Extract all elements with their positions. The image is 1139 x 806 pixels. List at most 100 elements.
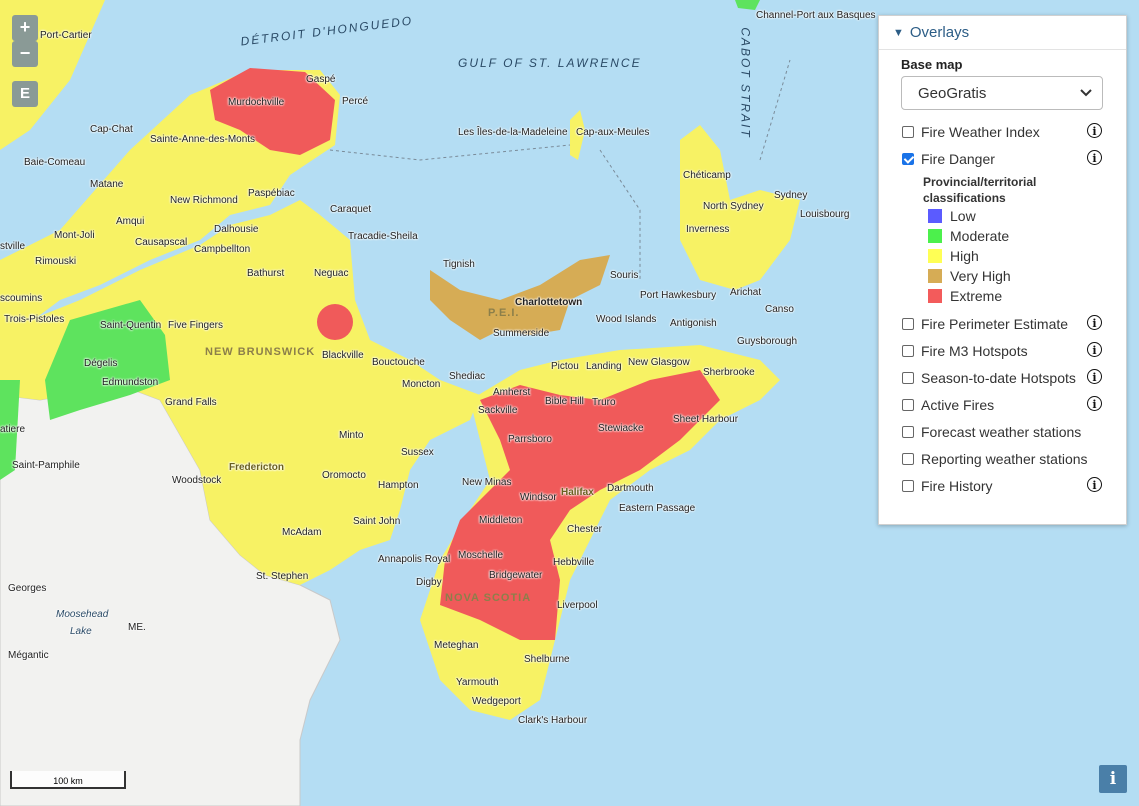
place-label: Campbellton — [194, 244, 251, 255]
place-label: Les Îles-de-la-Madeleine — [458, 127, 568, 138]
lake-label-2: Lake — [70, 626, 92, 637]
overlays-title: Overlays — [909, 24, 970, 41]
checkbox[interactable] — [902, 344, 914, 357]
info-icon[interactable]: i — [1087, 342, 1102, 357]
zoom-in-button[interactable]: + — [12, 15, 38, 41]
place-label: Bouctouche — [372, 357, 425, 368]
newfoundland — [735, 0, 760, 10]
place-label: Matane — [90, 179, 124, 190]
magdalen — [570, 110, 585, 160]
layer-row-fire-history[interactable]: Fire History i — [879, 472, 1126, 499]
layer-row-active-fires[interactable]: Active Fires i — [879, 391, 1126, 418]
place-label: Yarmouth — [456, 677, 499, 688]
place-label: Caraquet — [330, 204, 372, 215]
place-label: Cap-aux-Meules — [576, 127, 650, 138]
info-icon[interactable]: i — [1087, 396, 1102, 411]
checkbox[interactable] — [902, 452, 914, 465]
place-label: Middleton — [479, 515, 523, 526]
base-map-select[interactable]: GeoGratis — [901, 76, 1103, 110]
checkbox[interactable] — [902, 398, 914, 411]
cape-breton — [680, 125, 800, 290]
layer-row-fire-danger[interactable]: Fire Danger i — [879, 145, 1126, 172]
place-label: Guysborough — [737, 336, 798, 347]
legend-label: High — [950, 248, 979, 264]
place-label: Percé — [342, 96, 369, 107]
layer-row-forecast-stations[interactable]: Forecast weather stations — [879, 418, 1126, 445]
legend-item: High — [928, 246, 1126, 266]
nb-moderate-west — [0, 380, 20, 480]
zoom-out-button[interactable]: − — [12, 41, 38, 67]
legend-label: Extreme — [950, 288, 1003, 304]
place-label: Hebbville — [553, 557, 595, 568]
place-label: atiere — [0, 424, 26, 435]
layer-row-season-hotspots[interactable]: Season-to-date Hotspots i — [879, 364, 1126, 391]
checkbox[interactable] — [902, 479, 914, 492]
info-icon[interactable]: i — [1087, 477, 1102, 492]
place-label: Clark's Harbour — [518, 715, 588, 726]
checkbox[interactable] — [902, 317, 914, 330]
place-label: Eastern Passage — [619, 503, 696, 514]
place-label: Tracadie-Sheila — [348, 231, 418, 242]
legend-label: Very High — [950, 268, 1011, 284]
info-icon[interactable]: i — [1087, 123, 1102, 138]
scale-bar: 100 km — [10, 771, 126, 789]
layer-label: Fire History — [921, 477, 993, 494]
place-label: Mont-Joli — [54, 230, 95, 241]
layer-row-reporting-stations[interactable]: Reporting weather stations — [879, 445, 1126, 472]
layer-label: Fire Danger — [921, 150, 995, 167]
layer-row-m3-hotspots[interactable]: Fire M3 Hotspots i — [879, 337, 1126, 364]
place-label: St. Stephen — [256, 571, 309, 582]
ferry-route — [329, 59, 791, 280]
place-label: Inverness — [686, 224, 730, 235]
overlays-toggle[interactable]: ▼ Overlays — [879, 16, 1126, 50]
checkbox-checked[interactable] — [902, 152, 914, 165]
place-label: Saint-Quentin — [100, 320, 162, 331]
place-label: Amherst — [493, 387, 531, 398]
place-label: McAdam — [282, 527, 322, 538]
gaspe-extreme — [210, 68, 335, 155]
place-label: Oromocto — [322, 470, 366, 481]
info-icon[interactable]: i — [1087, 150, 1102, 165]
legend-item: Very High — [928, 266, 1126, 286]
info-icon[interactable]: i — [1087, 315, 1102, 330]
place-label: Windsor — [520, 492, 557, 503]
place-label: Blackville — [322, 350, 364, 361]
place-label: Moschelle — [458, 550, 504, 561]
triangle-down-icon: ▼ — [893, 26, 904, 39]
place-label: Sussex — [401, 447, 434, 458]
place-label: stville — [0, 241, 26, 252]
layer-label: Fire M3 Hotspots — [921, 342, 1028, 359]
place-label: Souris — [610, 270, 639, 281]
place-label: Saint-Pamphile — [12, 460, 80, 471]
nb-extreme-spot — [317, 304, 353, 340]
layer-row-fire-perimeter[interactable]: Fire Perimeter Estimate i — [879, 310, 1126, 337]
place-label: Liverpool — [557, 600, 598, 611]
place-label: Sydney — [774, 190, 808, 201]
info-icon[interactable]: i — [1087, 369, 1102, 384]
checkbox[interactable] — [902, 371, 914, 384]
checkbox[interactable] — [902, 425, 914, 438]
map-info-button[interactable]: i — [1099, 765, 1127, 793]
overlays-panel: ▼ Overlays Base map GeoGratis Fire Weath… — [878, 15, 1127, 525]
export-button[interactable]: E — [12, 81, 38, 107]
layer-label: Forecast weather stations — [921, 423, 1082, 440]
place-label: Hampton — [378, 480, 419, 491]
place-label: Dégelis — [84, 358, 118, 369]
place-label: Sheet Harbour — [673, 414, 739, 425]
place-label: Port Hawkesbury — [640, 290, 717, 301]
place-label: Chéticamp — [683, 170, 731, 181]
place-label: Neguac — [314, 268, 349, 279]
place-label: Louisbourg — [800, 209, 850, 220]
base-map-label: Base map — [901, 57, 963, 72]
place-label: Dalhousie — [214, 224, 259, 235]
layer-row-fire-weather-index[interactable]: Fire Weather Index i — [879, 118, 1126, 145]
checkbox[interactable] — [902, 125, 914, 138]
place-label: scoumins — [0, 293, 43, 304]
place-label: Shelburne — [524, 654, 570, 665]
place-label: Chester — [567, 524, 603, 535]
region-label-me: ME. — [128, 622, 146, 633]
lake-label-1: Moosehead — [56, 609, 109, 620]
new-brunswick — [0, 200, 480, 585]
place-label: Channel-Port aux Basques — [756, 10, 876, 21]
